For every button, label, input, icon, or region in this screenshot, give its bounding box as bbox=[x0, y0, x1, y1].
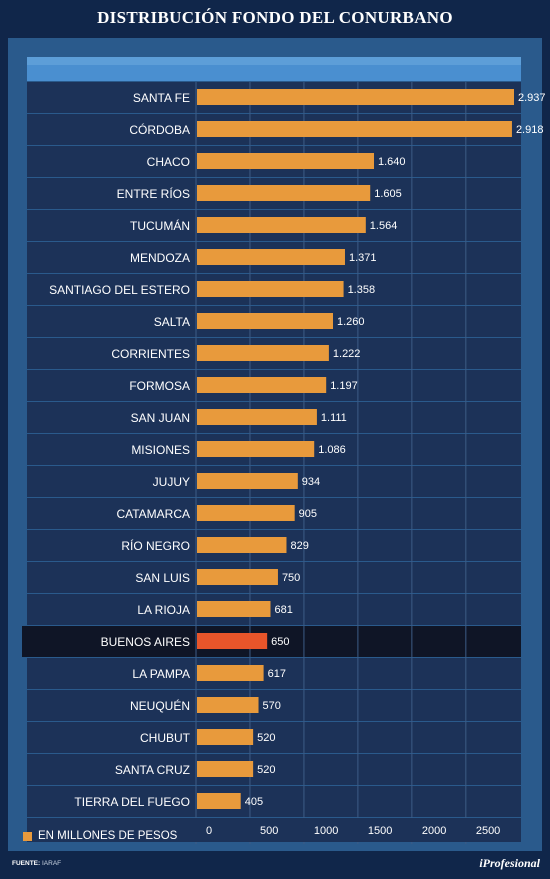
row-background bbox=[27, 658, 521, 689]
value-label: 2.918 bbox=[516, 124, 544, 136]
value-label: 2.937 bbox=[518, 92, 546, 104]
legend-label: EN MILLONES DE PESOS bbox=[38, 830, 178, 842]
x-tick-label: 2500 bbox=[476, 825, 500, 837]
bar bbox=[197, 121, 512, 137]
value-label: 1.086 bbox=[318, 444, 346, 456]
bar bbox=[197, 313, 333, 329]
bar bbox=[197, 185, 371, 201]
bar bbox=[197, 377, 327, 393]
chart-header-shine bbox=[27, 57, 521, 65]
category-label: LA RIOJA bbox=[137, 603, 190, 617]
legend: EN MILLONES DE PESOS bbox=[23, 830, 177, 842]
row-background bbox=[22, 626, 521, 657]
value-label: 1.197 bbox=[330, 380, 358, 392]
x-tick-label: 1000 bbox=[314, 825, 338, 837]
row-background bbox=[27, 722, 521, 753]
brand-logo: iProfesional bbox=[479, 856, 540, 870]
category-label: CATAMARCA bbox=[116, 507, 190, 521]
value-label: 520 bbox=[257, 732, 275, 744]
value-label: 1.605 bbox=[374, 188, 402, 200]
source-label: FUENTE: bbox=[12, 860, 41, 867]
category-label: SANTIAGO DEL ESTERO bbox=[49, 283, 190, 297]
x-tick-label: 1500 bbox=[368, 825, 392, 837]
category-label: SANTA FE bbox=[133, 91, 190, 105]
category-label: TIERRA DEL FUEGO bbox=[74, 795, 190, 809]
bar bbox=[197, 761, 254, 777]
category-label: LA PAMPA bbox=[132, 667, 190, 681]
chart-title: DISTRIBUCIÓN FONDO DEL CONURBANO bbox=[97, 8, 453, 27]
category-label: ENTRE RÍOS bbox=[117, 186, 190, 201]
bar bbox=[197, 665, 264, 681]
bar bbox=[197, 729, 254, 745]
row-background bbox=[27, 754, 521, 785]
category-label: SAN JUAN bbox=[131, 411, 190, 425]
bar bbox=[197, 473, 298, 489]
category-label: TUCUMÁN bbox=[130, 218, 190, 233]
bar bbox=[197, 569, 278, 585]
source-value: IARAF bbox=[41, 860, 62, 867]
value-label: 405 bbox=[245, 796, 263, 808]
category-label: MISIONES bbox=[131, 443, 190, 457]
category-label: SAN LUIS bbox=[135, 571, 190, 585]
source-note: FUENTE: IARAF bbox=[12, 860, 61, 867]
value-label: 934 bbox=[302, 476, 320, 488]
value-label: 1.111 bbox=[321, 412, 347, 424]
category-label: RÍO NEGRO bbox=[121, 538, 190, 553]
bar bbox=[197, 793, 241, 809]
x-tick-label: 2000 bbox=[422, 825, 446, 837]
value-label: 750 bbox=[282, 572, 300, 584]
x-axis-strip bbox=[27, 818, 521, 842]
x-tick-label: 0 bbox=[206, 825, 212, 837]
category-label: SANTA CRUZ bbox=[115, 763, 190, 777]
value-label: 617 bbox=[268, 668, 286, 680]
value-label: 1.640 bbox=[378, 156, 406, 168]
category-label: CORRIENTES bbox=[111, 347, 190, 361]
category-label: CHACO bbox=[147, 155, 190, 169]
value-label: 1.260 bbox=[337, 316, 365, 328]
value-label: 905 bbox=[299, 508, 317, 520]
bar bbox=[197, 89, 514, 105]
value-label: 1.358 bbox=[348, 284, 376, 296]
category-label: CÓRDOBA bbox=[129, 122, 190, 137]
legend-swatch bbox=[23, 831, 32, 841]
value-label: 1.371 bbox=[349, 252, 377, 264]
category-label: MENDOZA bbox=[130, 251, 190, 265]
bar bbox=[197, 697, 259, 713]
x-tick-label: 500 bbox=[260, 825, 278, 837]
bar bbox=[197, 249, 345, 265]
category-label: JUJUY bbox=[153, 475, 190, 489]
category-label: CHUBUT bbox=[140, 731, 191, 745]
bar bbox=[197, 441, 315, 457]
bar bbox=[197, 281, 344, 297]
row-background bbox=[27, 786, 521, 817]
bar bbox=[197, 409, 317, 425]
category-label: SALTA bbox=[154, 315, 190, 329]
bar bbox=[197, 153, 375, 169]
bar bbox=[197, 345, 329, 361]
bar bbox=[197, 505, 295, 521]
row-background bbox=[27, 690, 521, 721]
category-label: BUENOS AIRES bbox=[101, 635, 190, 649]
value-label: 570 bbox=[263, 700, 281, 712]
bar bbox=[197, 537, 287, 553]
value-label: 650 bbox=[271, 636, 289, 648]
value-label: 1.564 bbox=[370, 220, 398, 232]
bar bbox=[197, 601, 271, 617]
category-label: FORMOSA bbox=[129, 379, 190, 393]
bar bbox=[197, 217, 366, 233]
row-background bbox=[27, 594, 521, 625]
value-label: 520 bbox=[257, 764, 275, 776]
value-label: 1.222 bbox=[333, 348, 361, 360]
bar bbox=[197, 633, 268, 649]
value-label: 681 bbox=[275, 604, 293, 616]
category-label: NEUQUÉN bbox=[130, 698, 190, 713]
value-label: 829 bbox=[290, 540, 308, 552]
